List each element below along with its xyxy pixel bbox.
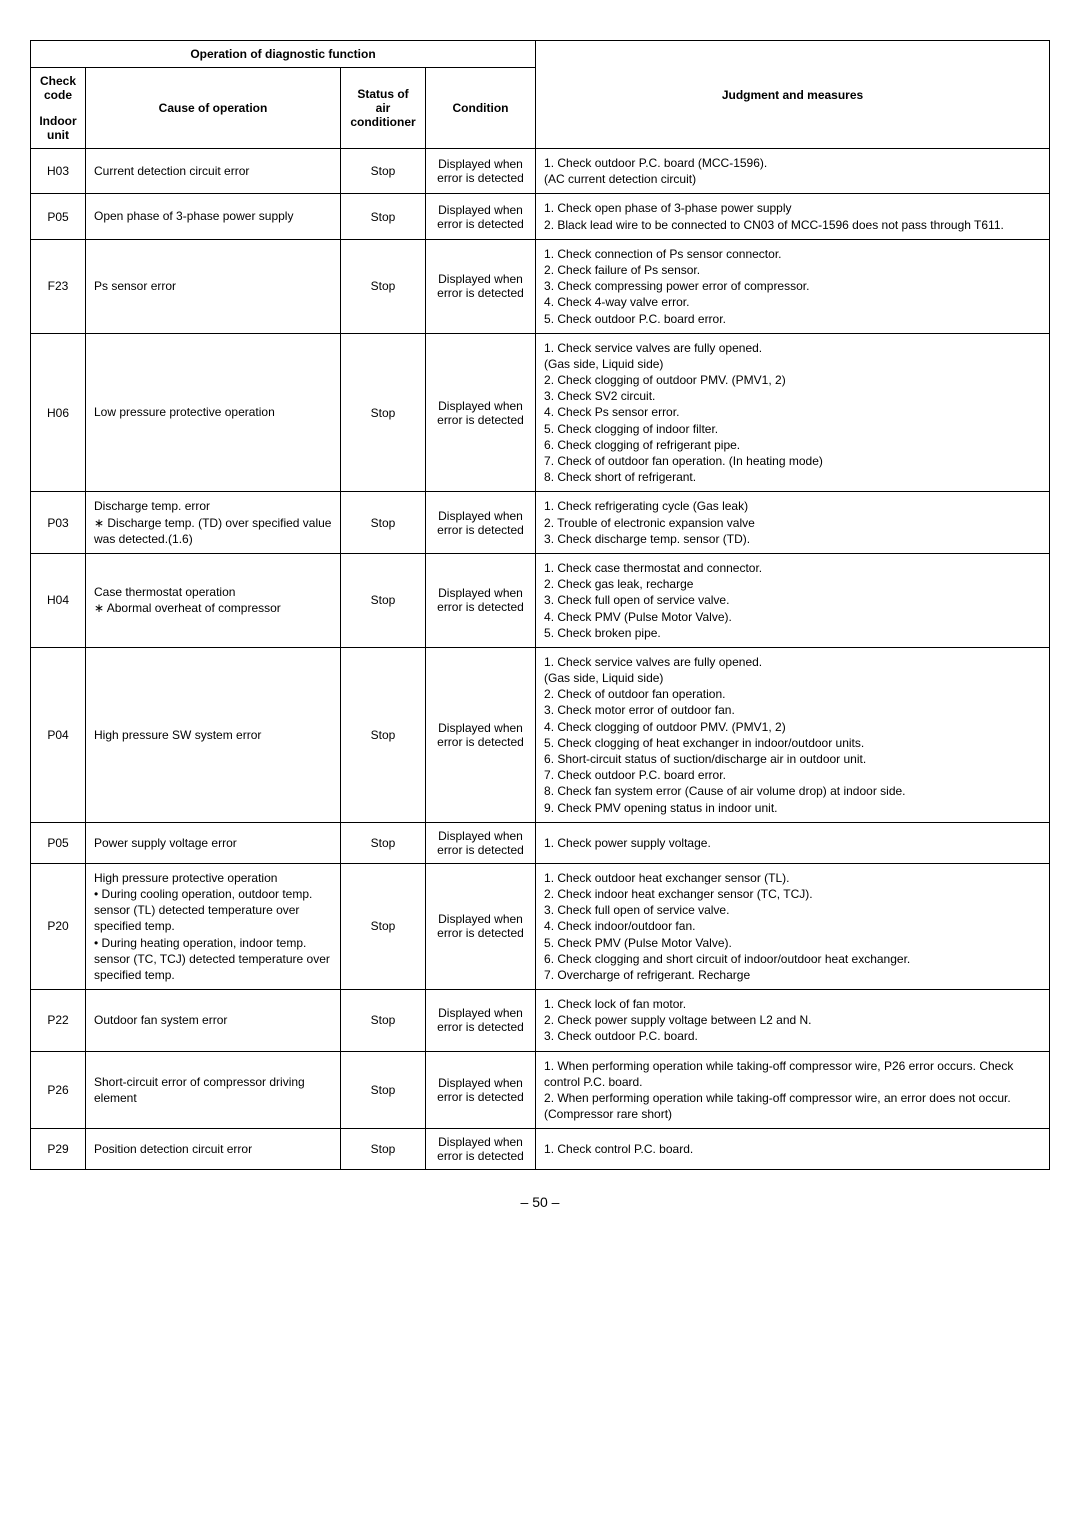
cell-condition: Displayed when error is detected (426, 647, 536, 822)
table-row: F23Ps sensor errorStopDisplayed when err… (31, 239, 1050, 333)
cell-code: H03 (31, 149, 86, 194)
diagnostic-table: Operation of diagnostic function Judgmen… (30, 40, 1050, 1170)
cell-measures: 1. Check open phase of 3-phase power sup… (536, 194, 1050, 239)
cell-cause: Power supply voltage error (86, 822, 341, 863)
cell-measures: 1. Check service valves are fully opened… (536, 333, 1050, 492)
cell-status: Stop (341, 553, 426, 647)
cell-measures: 1. Check refrigerating cycle (Gas leak)2… (536, 492, 1050, 554)
cell-status: Stop (341, 990, 426, 1052)
cell-measures: 1. When performing operation while takin… (536, 1051, 1050, 1129)
table-row: P26Short-circuit error of compressor dri… (31, 1051, 1050, 1129)
cell-status: Stop (341, 1129, 426, 1170)
cell-cause: High pressure protective operation• Duri… (86, 863, 341, 989)
cell-code: P04 (31, 647, 86, 822)
cell-condition: Displayed when error is detected (426, 863, 536, 989)
cell-condition: Displayed when error is detected (426, 1129, 536, 1170)
cell-code: H06 (31, 333, 86, 492)
cell-status: Stop (341, 863, 426, 989)
cell-measures: 1. Check outdoor heat exchanger sensor (… (536, 863, 1050, 989)
cell-cause: High pressure SW system error (86, 647, 341, 822)
table-row: P05Power supply voltage errorStopDisplay… (31, 822, 1050, 863)
cell-cause: Low pressure protective operation (86, 333, 341, 492)
table-row: H04Case thermostat operation∗ Abormal ov… (31, 553, 1050, 647)
cell-code: P05 (31, 194, 86, 239)
cell-status: Stop (341, 492, 426, 554)
cell-condition: Displayed when error is detected (426, 822, 536, 863)
cell-code: P29 (31, 1129, 86, 1170)
cell-cause: Ps sensor error (86, 239, 341, 333)
cell-code: P05 (31, 822, 86, 863)
cell-code: P22 (31, 990, 86, 1052)
cell-measures: 1. Check connection of Ps sensor connect… (536, 239, 1050, 333)
cell-status: Stop (341, 647, 426, 822)
table-row: P05Open phase of 3-phase power supplySto… (31, 194, 1050, 239)
hdr-cause: Cause of operation (86, 68, 341, 149)
cell-measures: 1. Check case thermostat and connector.2… (536, 553, 1050, 647)
cell-condition: Displayed when error is detected (426, 149, 536, 194)
cell-condition: Displayed when error is detected (426, 1051, 536, 1129)
cell-cause: Outdoor fan system error (86, 990, 341, 1052)
cell-condition: Displayed when error is detected (426, 492, 536, 554)
cell-measures: 1. Check outdoor P.C. board (MCC-1596). … (536, 149, 1050, 194)
cell-code: P26 (31, 1051, 86, 1129)
cell-code: H04 (31, 553, 86, 647)
cell-measures: 1. Check lock of fan motor.2. Check powe… (536, 990, 1050, 1052)
table-body: H03Current detection circuit errorStopDi… (31, 149, 1050, 1170)
cell-status: Stop (341, 239, 426, 333)
cell-condition: Displayed when error is detected (426, 990, 536, 1052)
table-row: P04High pressure SW system errorStopDisp… (31, 647, 1050, 822)
cell-cause: Discharge temp. error∗ Discharge temp. (… (86, 492, 341, 554)
table-row: P03Discharge temp. error∗ Discharge temp… (31, 492, 1050, 554)
cell-status: Stop (341, 194, 426, 239)
cell-measures: 1. Check control P.C. board. (536, 1129, 1050, 1170)
cell-measures: 1. Check power supply voltage. (536, 822, 1050, 863)
cell-status: Stop (341, 149, 426, 194)
hdr-judgment: Judgment and measures (536, 41, 1050, 149)
cell-condition: Displayed when error is detected (426, 239, 536, 333)
hdr-indoor-unit: Indoor unit (31, 108, 86, 149)
cell-status: Stop (341, 1051, 426, 1129)
hdr-condition: Condition (426, 68, 536, 149)
table-row: P29Position detection circuit errorStopD… (31, 1129, 1050, 1170)
cell-cause: Short-circuit error of compressor drivin… (86, 1051, 341, 1129)
cell-code: F23 (31, 239, 86, 333)
table-row: P22Outdoor fan system errorStopDisplayed… (31, 990, 1050, 1052)
hdr-status: Status of air conditioner (341, 68, 426, 149)
cell-cause: Case thermostat operation∗ Abormal overh… (86, 553, 341, 647)
cell-cause: Open phase of 3-phase power supply (86, 194, 341, 239)
hdr-check-code: Check code (31, 68, 86, 109)
cell-cause: Current detection circuit error (86, 149, 341, 194)
cell-condition: Displayed when error is detected (426, 333, 536, 492)
cell-condition: Displayed when error is detected (426, 194, 536, 239)
cell-cause: Position detection circuit error (86, 1129, 341, 1170)
cell-measures: 1. Check service valves are fully opened… (536, 647, 1050, 822)
cell-code: P03 (31, 492, 86, 554)
cell-status: Stop (341, 333, 426, 492)
cell-condition: Displayed when error is detected (426, 553, 536, 647)
table-row: H06Low pressure protective operationStop… (31, 333, 1050, 492)
hdr-diag-span: Operation of diagnostic function (31, 41, 536, 68)
cell-code: P20 (31, 863, 86, 989)
table-row: H03Current detection circuit errorStopDi… (31, 149, 1050, 194)
table-header: Operation of diagnostic function Judgmen… (31, 41, 1050, 149)
page-number: – 50 – (30, 1194, 1050, 1210)
table-row: P20High pressure protective operation• D… (31, 863, 1050, 989)
cell-status: Stop (341, 822, 426, 863)
